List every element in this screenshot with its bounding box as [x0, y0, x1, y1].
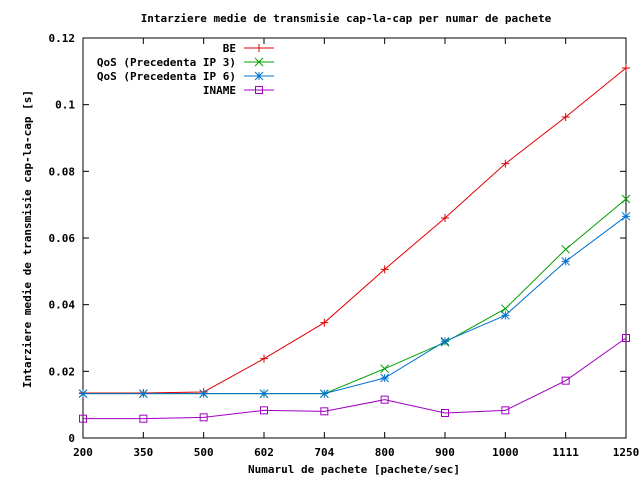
data-point: [320, 407, 329, 416]
marker-square: [255, 86, 263, 94]
data-point: [561, 113, 570, 121]
marker-square: [561, 376, 570, 385]
y-tick-label: 0: [68, 432, 75, 445]
data-point: [622, 64, 630, 72]
marker-stroke: [254, 71, 264, 81]
marker-stroke: [561, 244, 571, 254]
marker-stroke: [561, 256, 571, 266]
marker-stroke: [500, 304, 510, 314]
marker-stroke: [138, 389, 148, 399]
x-tick-label: 704: [314, 446, 334, 459]
marker-stroke: [259, 389, 269, 399]
data-point: [441, 409, 449, 417]
marker-square: [79, 414, 87, 423]
data-point: [380, 265, 389, 274]
data-point: [501, 159, 510, 168]
marker-square: [139, 414, 148, 423]
marker-square: [441, 409, 449, 417]
legend-label: QoS (Precedenta IP 6): [97, 70, 236, 83]
plot-frame: [82, 37, 627, 439]
marker-square: [501, 406, 510, 415]
x-tick-label: 900: [435, 446, 455, 459]
y-tick-label: 0.06: [49, 232, 76, 245]
data-point: [260, 406, 268, 415]
marker-stroke: [621, 211, 631, 221]
axis-ticks: 200 350 500 602 704 800 900 1000 1111 1250 0 0.02 0.…: [49, 32, 640, 459]
marker-stroke: [500, 310, 510, 320]
data-point: [622, 334, 630, 342]
series-markers: [78, 64, 631, 423]
marker-stroke: [319, 389, 329, 399]
data-point: [138, 389, 148, 399]
data-point: [380, 373, 390, 383]
series-line-0: [83, 67, 627, 394]
marker-square: [260, 406, 268, 415]
x-tick-label: 602: [254, 446, 274, 459]
y-tick-label: 0.04: [49, 299, 76, 312]
marker-square: [622, 334, 630, 342]
series-lines: [83, 67, 627, 420]
data-point: [561, 376, 570, 385]
data-point: [254, 57, 264, 67]
data-point: [621, 211, 631, 221]
data-point: [440, 336, 450, 346]
x-tick-label: 1250: [613, 446, 640, 459]
marker-stroke: [621, 194, 631, 204]
marker-stroke: [440, 336, 450, 346]
legend-label: INAME: [203, 84, 236, 97]
data-point: [199, 389, 209, 399]
series-line-2: [83, 215, 627, 395]
marker-square: [320, 407, 329, 416]
y-tick-label: 0.1: [55, 99, 75, 112]
y-tick-label: 0.02: [49, 365, 76, 378]
x-tick-label: 800: [375, 446, 395, 459]
data-point: [500, 304, 510, 314]
data-point: [78, 389, 88, 399]
marker-stroke: [380, 364, 390, 374]
data-point: [441, 214, 449, 222]
data-point: [501, 406, 510, 415]
data-point: [621, 194, 631, 204]
marker-stroke: [199, 389, 209, 399]
data-point: [561, 256, 571, 266]
y-tick-label: 0.12: [49, 32, 76, 45]
data-point: [139, 414, 148, 423]
y-axis-label: Intarziere medie de transmisie cap-la-ca…: [21, 90, 34, 388]
marker-stroke: [78, 389, 88, 399]
plot-border: [82, 37, 627, 439]
x-tick-label: 1000: [492, 446, 519, 459]
x-axis-label: Numarul de pachete [pachete/sec]: [248, 463, 460, 476]
data-point: [255, 86, 263, 94]
marker-square: [380, 395, 389, 404]
data-point: [254, 71, 264, 81]
data-point: [380, 364, 390, 374]
x-tick-label: 1111: [552, 446, 579, 459]
data-point: [380, 395, 389, 404]
data-point: [199, 413, 208, 422]
x-tick-label: 200: [73, 446, 93, 459]
series-line-3: [83, 337, 627, 420]
legend-label: BE: [223, 42, 236, 55]
data-point: [259, 389, 269, 399]
marker-stroke: [380, 373, 390, 383]
x-tick-label: 350: [133, 446, 153, 459]
x-tick-label: 500: [194, 446, 214, 459]
data-point: [260, 354, 268, 363]
legend-label: QoS (Precedenta IP 3): [97, 56, 236, 69]
data-point: [320, 318, 329, 327]
marker-square: [199, 413, 208, 422]
data-point: [79, 414, 87, 423]
marker-stroke: [254, 57, 264, 67]
data-point: [319, 389, 329, 399]
y-tick-label: 0.08: [49, 165, 76, 178]
data-point: [561, 244, 571, 254]
data-point: [500, 310, 510, 320]
data-point: [255, 44, 263, 52]
chart-title: Intarziere medie de transmisie cap-la-ca…: [141, 12, 552, 25]
